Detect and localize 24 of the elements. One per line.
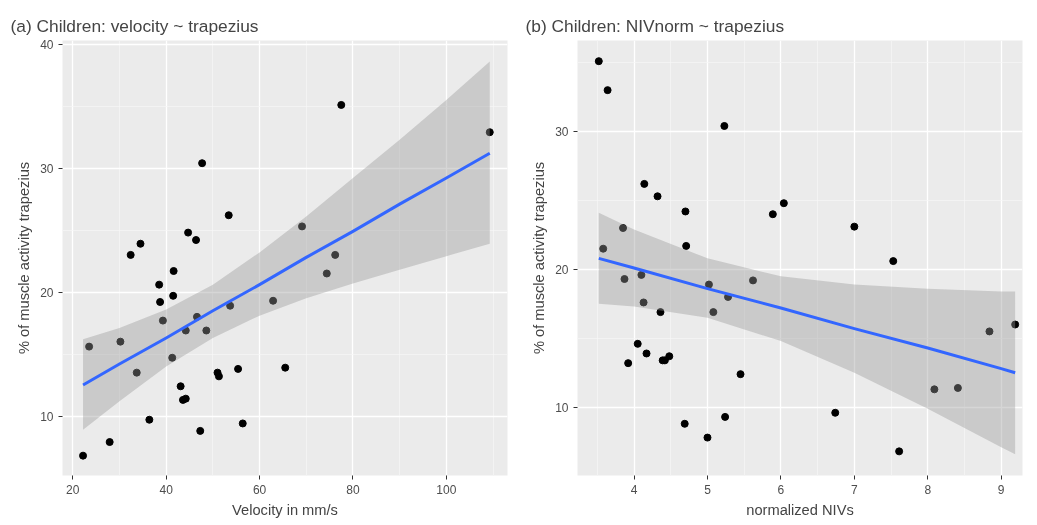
y-axis-title: % of muscle activity trapezius [16, 161, 33, 355]
x-axis-title: Velocity in mm/s [232, 501, 338, 518]
chart-title: (a) Children: velocity ~ trapezius [10, 15, 259, 36]
x-tick-label: 6 [777, 482, 785, 497]
x-tick-label: 9 [997, 482, 1005, 497]
y-tick-label: 30 [555, 125, 569, 139]
chart-title: (b) Children: NIVnorm ~ trapezius [525, 15, 785, 36]
x-tick-label: 100 [436, 482, 457, 497]
x-tick-label: 60 [252, 482, 267, 497]
y-tick-label: 20 [555, 262, 569, 277]
y-tick-label: 10 [40, 409, 54, 424]
x-axis-title: normalized NIVs [746, 501, 854, 518]
y-tick-label: 20 [40, 285, 54, 300]
x-tick-label: 20 [66, 482, 80, 497]
x-tick-label: 40 [159, 482, 174, 497]
x-tick-label: 80 [346, 482, 360, 497]
x-tick-label: 4 [630, 482, 638, 497]
y-axis-title: % of muscle activity trapezius [531, 161, 548, 355]
y-tick-label: 10 [555, 400, 569, 415]
x-tick-label: 5 [704, 482, 712, 497]
y-tick-label: 40 [40, 37, 54, 52]
x-tick-label: 7 [851, 482, 858, 497]
y-tick-label: 30 [40, 161, 54, 176]
x-tick-label: 8 [924, 482, 932, 497]
